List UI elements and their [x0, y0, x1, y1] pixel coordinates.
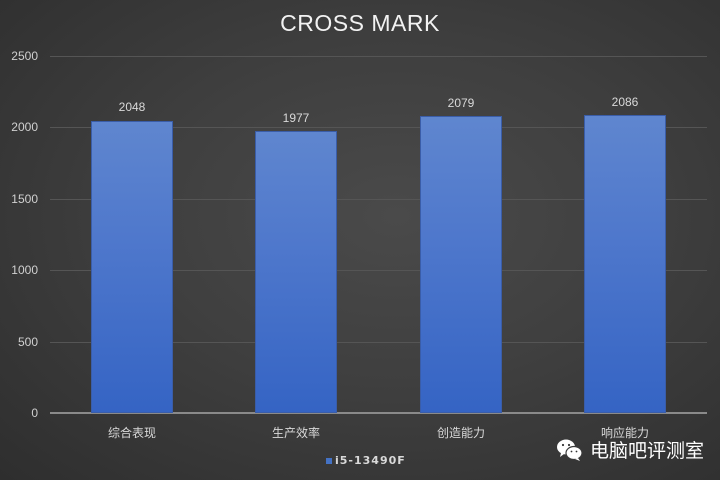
y-tick-label: 2000 — [11, 120, 38, 134]
data-label: 2048 — [118, 100, 146, 114]
legend-swatch — [326, 457, 332, 464]
gridline — [50, 342, 707, 343]
x-tick-label: 响应能力 — [600, 426, 649, 440]
gridline — [50, 199, 707, 200]
x-tick-label: 综合表现 — [107, 426, 156, 440]
data-label: 2079 — [447, 96, 475, 110]
data-label: 1977 — [282, 111, 310, 125]
gridline — [50, 56, 707, 57]
bar-综合表现 — [91, 121, 173, 413]
y-tick-label: 2500 — [11, 49, 38, 63]
legend-label: i5-13490F — [335, 454, 406, 467]
y-tick-label: 1500 — [11, 192, 38, 206]
bar-创造能力 — [420, 116, 502, 413]
bar-生产效率 — [255, 131, 337, 413]
y-tick-label: 1000 — [11, 263, 38, 277]
data-label: 2086 — [611, 95, 639, 109]
x-axis-line — [50, 412, 707, 414]
wechat-icon — [557, 439, 583, 461]
y-tick-label: 0 — [31, 406, 38, 420]
watermark: 电脑吧评测室 — [556, 436, 704, 463]
y-tick-label: 500 — [17, 335, 38, 349]
bar-响应能力 — [584, 115, 666, 413]
legend: i5-13490F — [326, 454, 406, 467]
gridline — [50, 127, 707, 128]
watermark-text: 电脑吧评测室 — [590, 440, 705, 462]
x-tick-label: 生产效率 — [271, 426, 320, 440]
gridline — [50, 270, 707, 271]
x-tick-label: 创造能力 — [436, 426, 485, 440]
chart-title: CROSS MARK — [280, 10, 440, 36]
